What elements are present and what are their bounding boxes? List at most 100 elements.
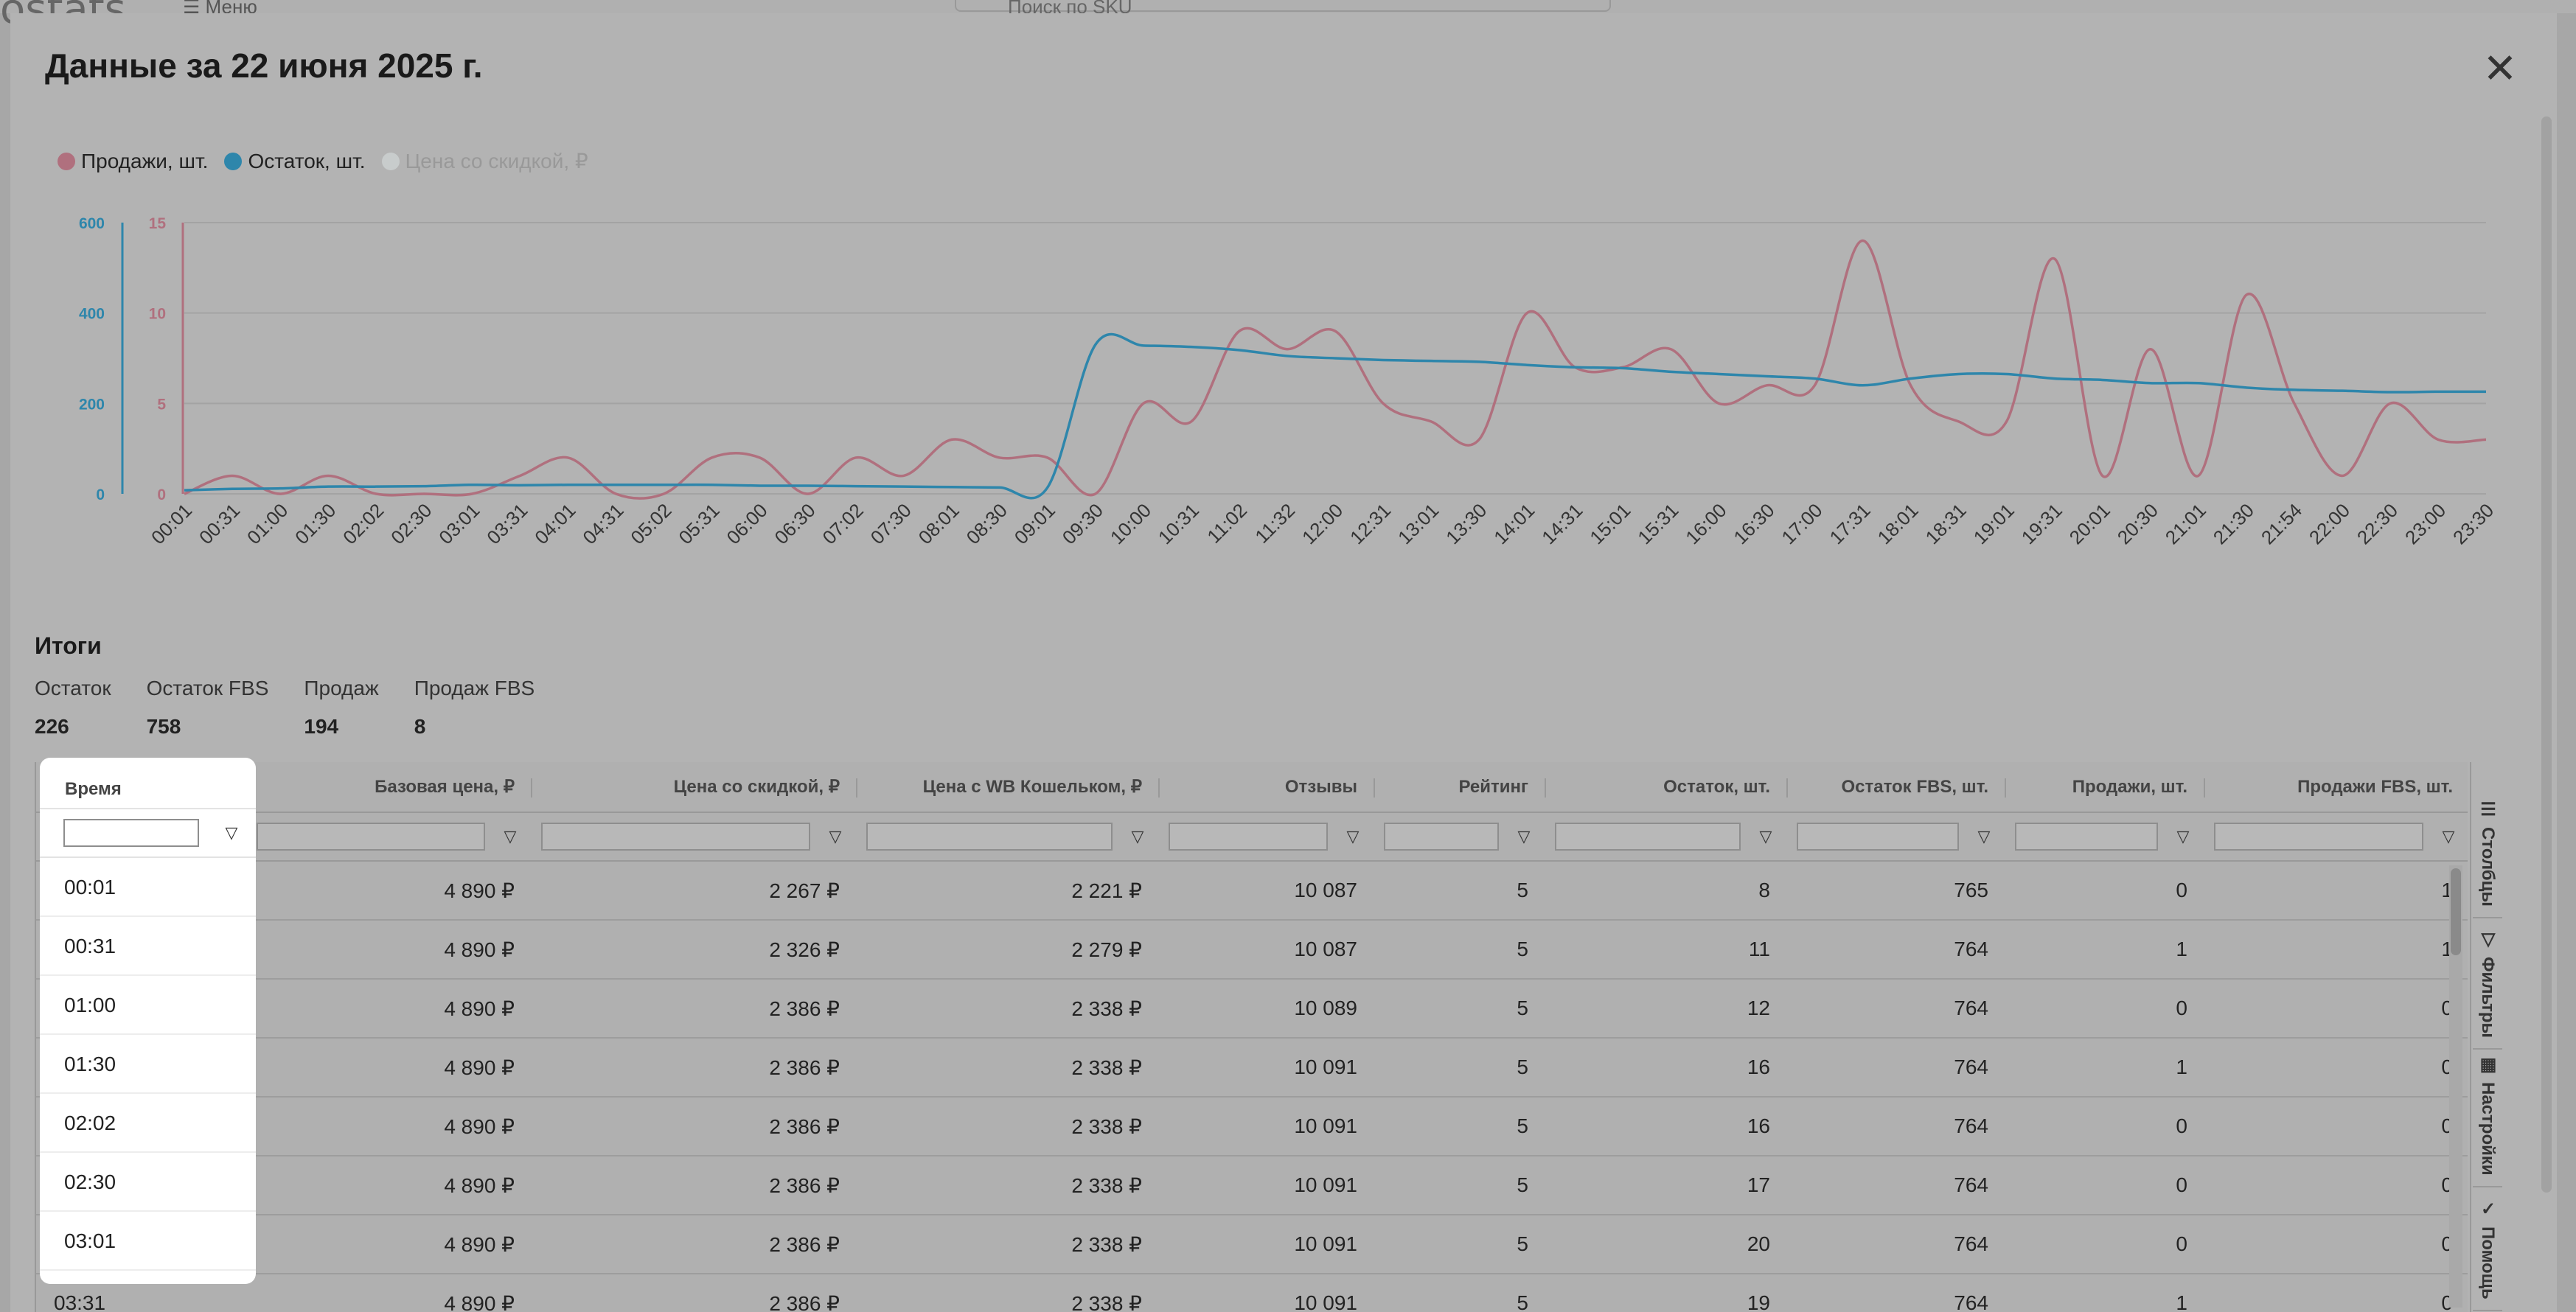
column-header-stock-fbs[interactable]: Остаток FBS, шт. <box>1786 762 2005 813</box>
column-header-sales-fbs[interactable]: Продажи FBS, шт. <box>2204 762 2468 813</box>
x-tick-label: 23:00 <box>2401 499 2450 548</box>
tab-filters[interactable]: ▽ Фильтры <box>2473 929 2502 1050</box>
x-tick-label: 04:31 <box>578 499 627 548</box>
filter-icon[interactable]: ▽ <box>504 827 517 845</box>
filter-input-stock[interactable] <box>1555 823 1741 851</box>
grid-scrollbar[interactable] <box>2449 865 2462 1308</box>
column-header-base-price[interactable]: Базовая цена, ₽ <box>246 762 531 813</box>
x-tick-label: 16:30 <box>1729 499 1778 548</box>
filter-input-base-price[interactable] <box>257 823 485 851</box>
time-cell[interactable]: 01:30 <box>40 1035 256 1094</box>
total-value: 194 <box>304 715 339 738</box>
filter-icon[interactable]: ▽ <box>1759 827 1772 845</box>
filter-icon[interactable]: ▽ <box>2442 827 2455 845</box>
filter-input-wallet-price[interactable] <box>866 823 1113 851</box>
time-column-highlight: Время ▽ 00:01 00:31 01:00 01:30 02:02 02:30 03… <box>40 758 256 1284</box>
column-header-rating[interactable]: Рейтинг <box>1374 762 1545 813</box>
filter-icon[interactable]: ▽ <box>829 827 842 845</box>
time-cell[interactable]: 03:01 <box>40 1212 256 1271</box>
time-cell[interactable]: 00:01 <box>40 858 256 917</box>
column-header-discount-price[interactable]: Цена со скидкой, ₽ <box>531 762 856 813</box>
filter-input-sales[interactable] <box>2015 823 2158 851</box>
y-tick-stock: 0 <box>96 486 105 503</box>
cell-sales: 1 <box>2005 1274 2204 1312</box>
filter-input-stock-fbs[interactable] <box>1797 823 1959 851</box>
data-grid: Время Базовая цена, ₽ Цена со скидкой, ₽… <box>35 762 2468 1312</box>
y-tick-sales: 5 <box>157 396 166 413</box>
filter-icon[interactable]: ▽ <box>1517 827 1531 845</box>
cell-stock: 16 <box>1545 1038 1786 1098</box>
time-cell[interactable]: 00:31 <box>40 917 256 976</box>
filter-input-sales-fbs[interactable] <box>2214 823 2423 851</box>
x-tick-label: 04:01 <box>530 499 579 548</box>
legend-item-sales[interactable]: Продажи, шт. <box>58 149 208 173</box>
filter-icon[interactable]: ▽ <box>2176 827 2190 845</box>
column-header-stock[interactable]: Остаток, шт. <box>1545 762 1786 813</box>
filter-row: ▽ ▽ ▽ ▽ ▽ ▽ ▽ ▽ ▽ ▽ <box>36 812 2468 862</box>
cell-base-price: 4 890 ₽ <box>246 1156 531 1215</box>
total-value: 8 <box>414 715 426 738</box>
legend-item-stock[interactable]: Остаток, шт. <box>224 149 366 173</box>
filter-icon[interactable]: ▽ <box>1131 827 1144 845</box>
x-tick-label: 09:30 <box>1058 499 1107 548</box>
x-tick-label: 17:31 <box>1825 499 1874 548</box>
x-tick-label: 05:02 <box>626 499 675 548</box>
filter-cell: ▽ <box>856 812 1158 862</box>
total-label: Продаж FBS <box>414 677 535 699</box>
time-cell[interactable]: 03:31 <box>40 1271 256 1284</box>
filter-input-discount-price[interactable] <box>541 823 810 851</box>
table-row[interactable]: 03:31 4 890 ₽2 386 ₽2 338 ₽10 091 5 19 764 1 0 <box>36 1274 2468 1312</box>
cell-sales-fbs: 0 <box>2204 1097 2468 1156</box>
cell-sales-fbs: 0 <box>2204 1215 2468 1274</box>
cell-discount-price: 2 386 ₽ <box>531 1274 856 1312</box>
total-sales: Продаж 194 <box>304 677 378 739</box>
column-header-wallet-price[interactable]: Цена с WB Кошельком, ₽ <box>856 762 1158 813</box>
x-tick-label: 21:30 <box>2209 499 2258 548</box>
cell-sales: 0 <box>2005 861 2204 921</box>
cell-reviews: 10 091 <box>1158 1038 1374 1098</box>
time-cell[interactable]: 02:30 <box>40 1153 256 1212</box>
filter-icon[interactable]: ▽ <box>225 823 238 842</box>
cell-stock-fbs: 764 <box>1786 1215 2005 1274</box>
x-tick-label: 22:00 <box>2305 499 2354 548</box>
cell-rating: 5 <box>1374 1274 1545 1312</box>
close-icon[interactable]: ✕ <box>2482 45 2518 91</box>
filter-cell: ▽ <box>2204 812 2468 862</box>
x-tick-label: 00:01 <box>147 499 196 548</box>
cell-discount-price: 2 326 ₽ <box>531 920 856 980</box>
filter-input-reviews[interactable] <box>1169 823 1328 851</box>
filter-icon[interactable]: ▽ <box>1346 827 1360 845</box>
tab-columns[interactable]: ☰ Столбцы <box>2473 799 2502 918</box>
cell-wallet-price: 2 279 ₽ <box>856 920 1158 980</box>
x-tick-label: 15:31 <box>1633 499 1682 548</box>
settings-icon: ▦ <box>2478 1054 2498 1075</box>
cell-sales: 0 <box>2005 1097 2204 1156</box>
time-cell[interactable]: 01:00 <box>40 976 256 1035</box>
column-header-reviews[interactable]: Отзывы <box>1158 762 1374 813</box>
column-header-sales[interactable]: Продажи, шт. <box>2005 762 2204 813</box>
cell-sales: 1 <box>2005 1038 2204 1098</box>
column-header-time[interactable]: Время <box>40 758 256 809</box>
filter-icon[interactable]: ▽ <box>1977 827 1991 845</box>
filter-input-time[interactable] <box>63 819 199 847</box>
legend-dot-discount-price <box>381 152 400 170</box>
grid-scrollbar-thumb[interactable] <box>2451 868 2461 955</box>
cell-reviews: 10 091 <box>1158 1156 1374 1215</box>
cell-wallet-price: 2 338 ₽ <box>856 1038 1158 1098</box>
tab-settings[interactable]: ▦ Настройки <box>2473 1054 2502 1187</box>
tab-help[interactable]: ✓ Помощь <box>2473 1198 2502 1311</box>
modal-scrollbar[interactable] <box>2541 116 2552 1193</box>
filter-input-rating[interactable] <box>1384 823 1499 851</box>
help-icon: ✓ <box>2478 1198 2498 1219</box>
legend-dot-sales <box>58 152 75 170</box>
legend-item-discount-price[interactable]: Цена со скидкой, ₽ <box>381 149 588 173</box>
time-cell[interactable]: 02:02 <box>40 1094 256 1153</box>
